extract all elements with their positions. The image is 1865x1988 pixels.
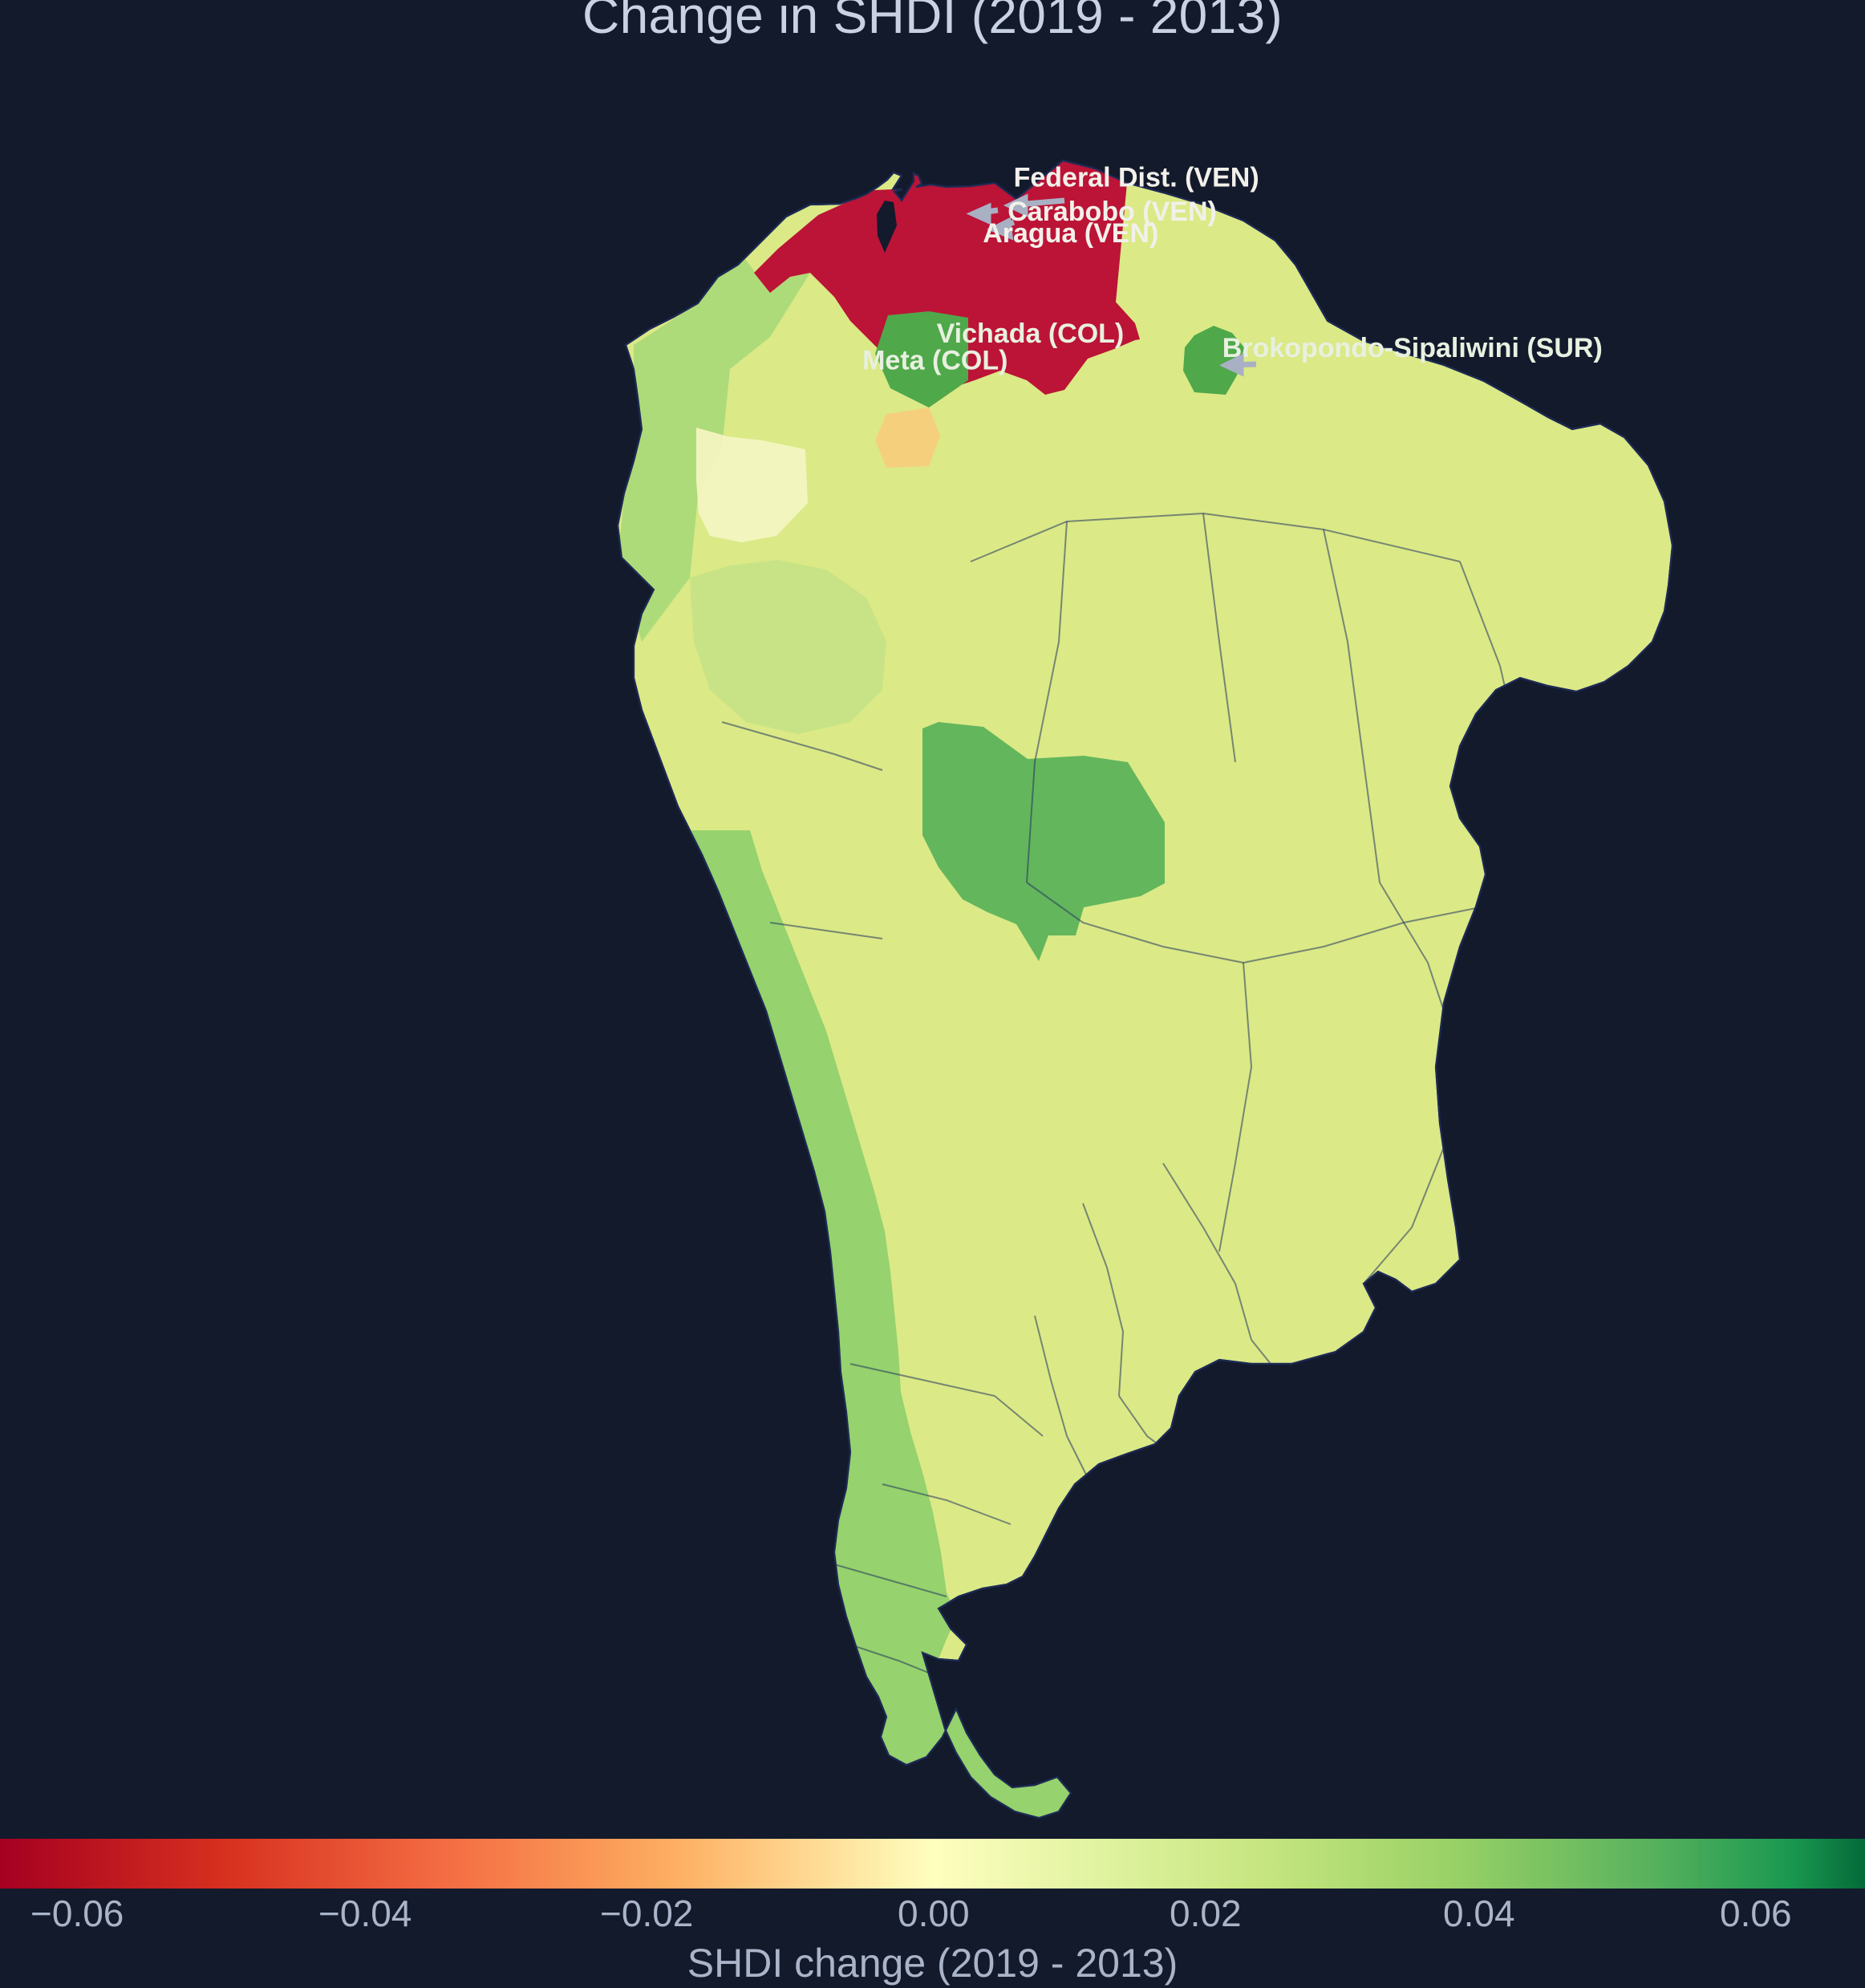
svg-text:Federal Dist. (VEN): Federal Dist. (VEN) [1014, 162, 1259, 193]
svg-text:Meta (COL): Meta (COL) [862, 345, 1008, 375]
svg-text:Vichada (COL): Vichada (COL) [937, 318, 1125, 349]
svg-text:Aragua (VEN): Aragua (VEN) [983, 218, 1158, 249]
svg-text:Brokopondo-Sipaliwini (SUR): Brokopondo-Sipaliwini (SUR) [1222, 333, 1603, 363]
